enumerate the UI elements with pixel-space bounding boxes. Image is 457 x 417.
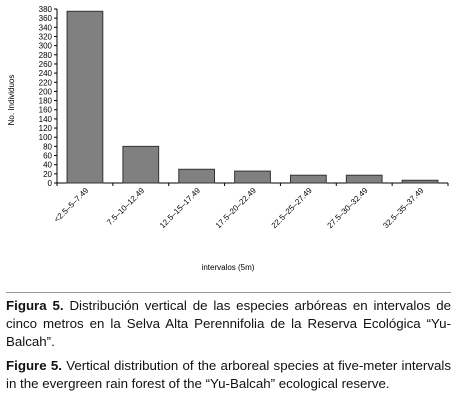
chart: No. Individuos intervalos (5m) 020406080… [7, 5, 449, 272]
y-tick-label: 200 [39, 87, 53, 96]
caption-label: Figure 5. [6, 358, 62, 373]
y-tick-label: 140 [39, 115, 53, 124]
bar [122, 145, 160, 184]
caption-text: Vertical distribution of the arboreal sp… [6, 358, 452, 391]
y-tick-label: 60 [43, 152, 52, 161]
y-tick-label: 260 [39, 60, 53, 69]
bar [178, 168, 216, 184]
y-tick-label: 220 [39, 78, 53, 87]
x-axis-label: intervalos (5m) [202, 263, 255, 272]
y-tick-label: 300 [39, 42, 53, 51]
bar [345, 174, 383, 184]
y-tick-label: 20 [43, 170, 52, 179]
captions: Figura 5. Distribución vertical de las e… [6, 292, 451, 399]
y-axis-label: No. Individuos [7, 75, 16, 126]
y-tick-label: 320 [39, 32, 53, 41]
y-tick-label: 80 [43, 142, 52, 151]
y-tick-label: 240 [39, 69, 53, 78]
x-tick-label: 27.5–30–32.49 [326, 186, 371, 231]
caption: Figura 5. Distribución vertical de las e… [6, 297, 451, 351]
y-tick-label: 380 [39, 5, 53, 14]
y-tick-label: 160 [39, 106, 53, 115]
x-tick-label: 32.5–35–37.49 [381, 186, 426, 231]
y-tick-label: 120 [39, 124, 53, 133]
y-tick-label: 360 [39, 14, 53, 23]
bar [289, 174, 327, 184]
bar [66, 10, 104, 184]
x-tick-label: 7.5–10–12.49 [105, 186, 146, 227]
caption-label: Figura 5. [6, 298, 64, 313]
y-tick-label: 180 [39, 97, 53, 106]
y-tick-label: 40 [43, 161, 52, 170]
y-tick-label: 0 [48, 179, 53, 188]
y-tick-label: 100 [39, 133, 53, 142]
y-tick-label: 280 [39, 51, 53, 60]
x-tick-label: 17.5–20–22.49 [214, 186, 259, 231]
caption: Figure 5. Vertical distribution of the a… [6, 357, 451, 393]
bar [401, 179, 439, 184]
x-tick-label: 12.5–15–17.49 [158, 186, 203, 231]
y-tick-label: 340 [39, 23, 53, 32]
x-tick-label: <2.5–5–7.49 [52, 186, 90, 224]
x-tick-label: 22.5–25–27.49 [270, 186, 315, 231]
caption-text: Distribución vertical de las especies ar… [6, 298, 452, 349]
bar [234, 170, 271, 184]
